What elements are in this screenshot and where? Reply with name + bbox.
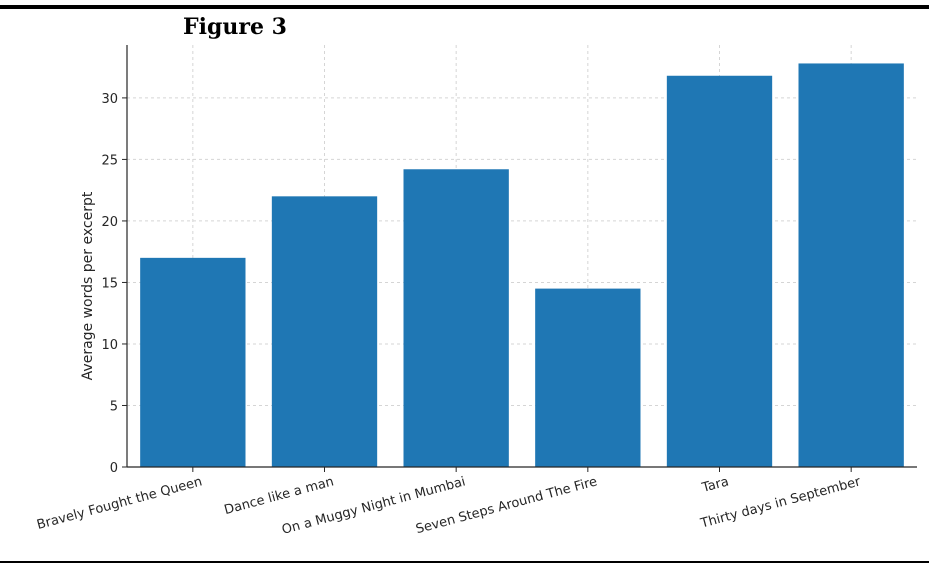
- bar: [271, 196, 378, 467]
- bar: [403, 169, 509, 467]
- axes: [122, 45, 917, 472]
- y-tick-labels: 0 5 10 15 20 25 30: [101, 92, 118, 476]
- bar: [666, 75, 773, 467]
- x-tick-labels: Bravely Fought the Queen Dance like a man…: [35, 474, 863, 538]
- bar: [535, 288, 641, 467]
- y-tick-label: 5: [110, 399, 118, 414]
- bar: [140, 257, 246, 467]
- bottom-rule: [0, 561, 929, 563]
- bars: [140, 63, 904, 468]
- top-rule: [0, 5, 929, 9]
- y-axis-label: Average words per excerpt: [80, 191, 96, 380]
- bar: [798, 63, 904, 468]
- x-tick-label: Tara: [700, 474, 731, 496]
- y-tick-label: 30: [101, 92, 118, 107]
- y-tick-label: 0: [110, 461, 118, 476]
- y-tick-label: 15: [101, 276, 118, 291]
- y-tick-label: 25: [101, 153, 118, 168]
- x-tick-label: Dance like a man: [223, 474, 336, 518]
- y-tick-label: 10: [101, 338, 118, 353]
- x-tick-label: Bravely Fought the Queen: [35, 474, 204, 533]
- figure-label: Figure 3: [183, 14, 287, 40]
- y-tick-label: 20: [101, 215, 118, 230]
